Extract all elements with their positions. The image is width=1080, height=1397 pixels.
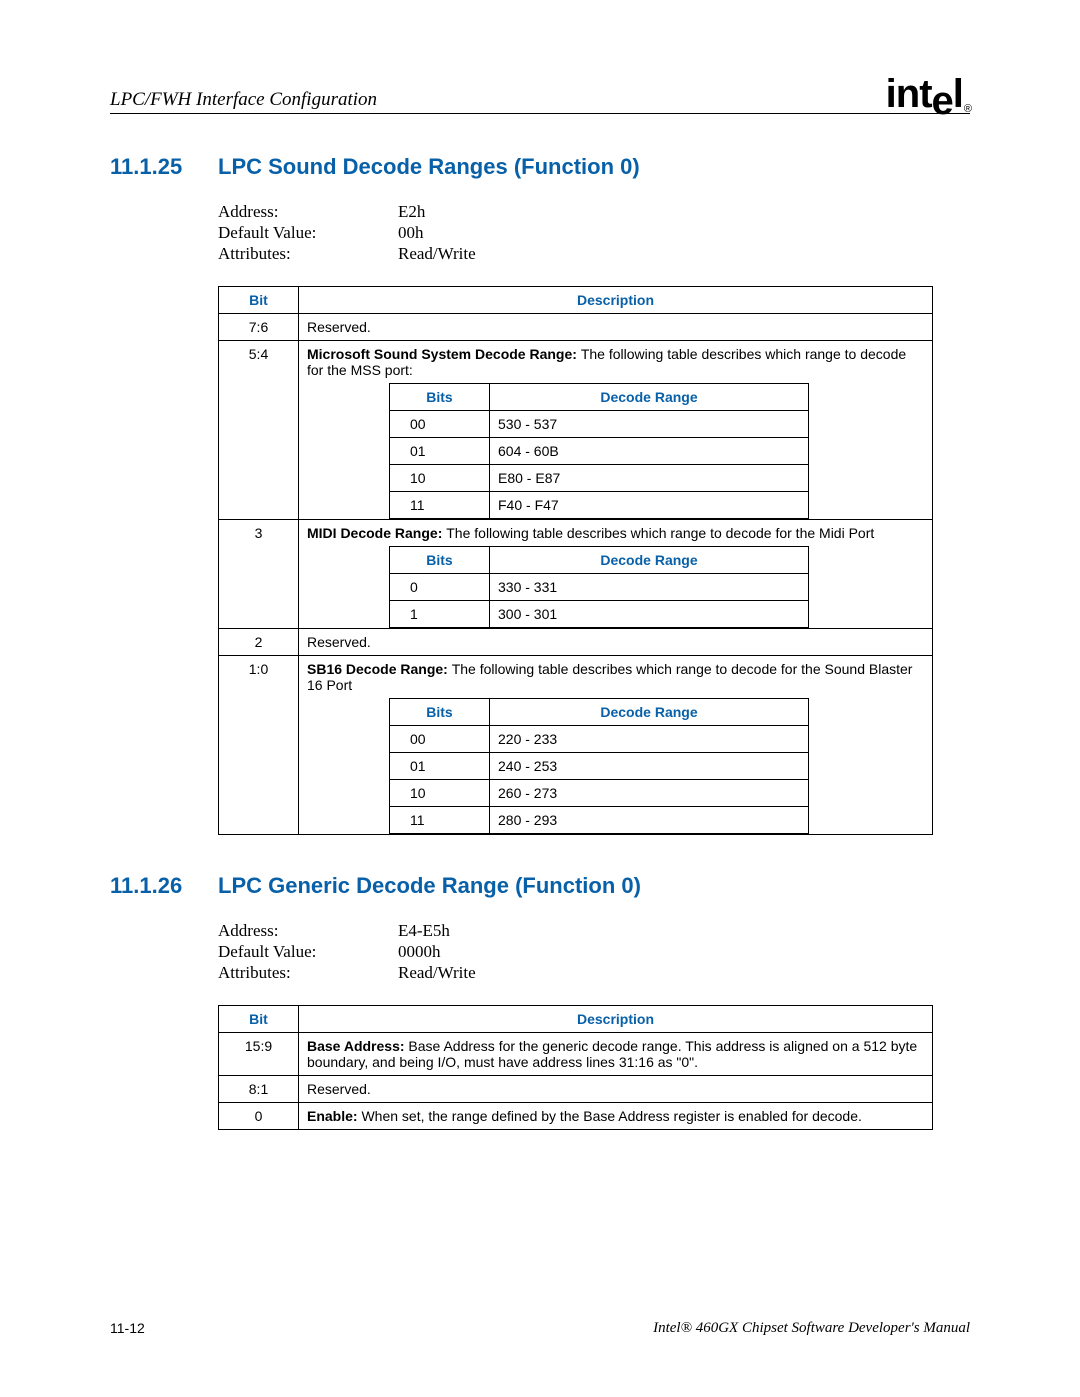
nested-table-mss: BitsDecode Range 00530 - 537 01604 - 60B… bbox=[389, 383, 809, 519]
section-number: 11.1.25 bbox=[110, 154, 190, 180]
nested-table-sb16: BitsDecode Range 00220 - 233 01240 - 253… bbox=[389, 698, 809, 834]
chapter-title: LPC/FWH Interface Configuration bbox=[110, 89, 377, 111]
table-row: 5:4 Microsoft Sound System Decode Range:… bbox=[219, 341, 933, 520]
register-table-1: Bit Description 7:6 Reserved. 5:4 Micros… bbox=[218, 286, 933, 835]
properties-block-1: Address:E2h Default Value:00h Attributes… bbox=[218, 202, 970, 264]
table-row: 2 Reserved. bbox=[219, 629, 933, 656]
table-row: 0 Enable: When set, the range defined by… bbox=[219, 1103, 933, 1130]
table-row: 15:9 Base Address: Base Address for the … bbox=[219, 1033, 933, 1076]
section-title: LPC Generic Decode Range (Function 0) bbox=[218, 873, 641, 899]
th-bit: Bit bbox=[219, 287, 299, 314]
table-row: 7:6 Reserved. bbox=[219, 314, 933, 341]
section-heading-2: 11.1.26 LPC Generic Decode Range (Functi… bbox=[110, 873, 970, 899]
th-desc: Description bbox=[299, 1006, 933, 1033]
page-number: 11-12 bbox=[110, 1320, 145, 1337]
page-footer: 11-12 Intel® 460GX Chipset Software Deve… bbox=[110, 1320, 970, 1337]
properties-block-2: Address:E4-E5h Default Value:0000h Attri… bbox=[218, 921, 970, 983]
register-table-2: Bit Description 15:9 Base Address: Base … bbox=[218, 1005, 933, 1130]
section-number: 11.1.26 bbox=[110, 873, 190, 899]
table-row: 1:0 SB16 Decode Range: The following tab… bbox=[219, 656, 933, 835]
section-title: LPC Sound Decode Ranges (Function 0) bbox=[218, 154, 640, 180]
page-header: LPC/FWH Interface Configuration intel® bbox=[110, 72, 970, 114]
th-desc: Description bbox=[299, 287, 933, 314]
th-bit: Bit bbox=[219, 1006, 299, 1033]
table-row: 8:1 Reserved. bbox=[219, 1076, 933, 1103]
table-row: 3 MIDI Decode Range: The following table… bbox=[219, 520, 933, 629]
nested-table-midi: BitsDecode Range 0330 - 331 1300 - 301 bbox=[389, 546, 809, 628]
intel-logo: intel® bbox=[886, 72, 970, 117]
manual-title: Intel® 460GX Chipset Software Developer'… bbox=[653, 1320, 970, 1337]
section-heading-1: 11.1.25 LPC Sound Decode Ranges (Functio… bbox=[110, 154, 970, 180]
